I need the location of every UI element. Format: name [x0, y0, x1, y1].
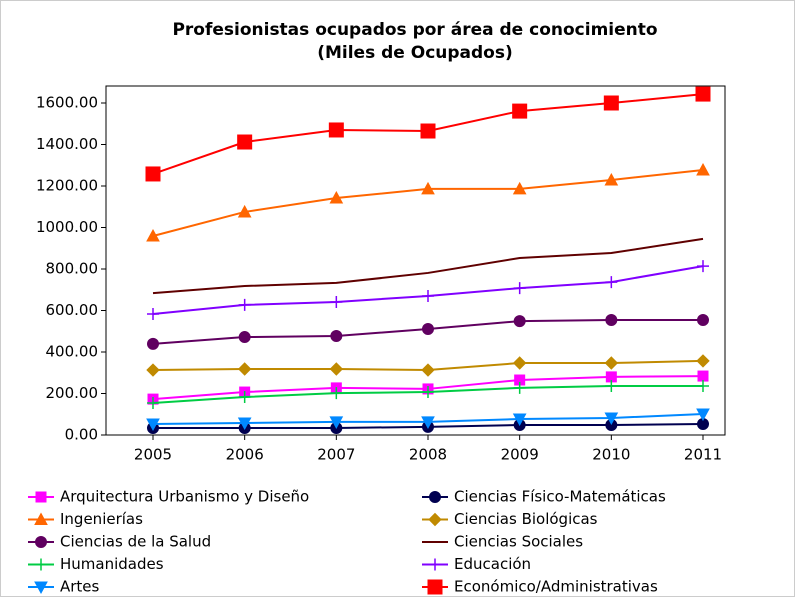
marker: [605, 380, 618, 393]
marker: [421, 181, 435, 195]
marker: [330, 295, 343, 308]
y-tick-label: 200.00: [46, 384, 99, 402]
marker: [697, 260, 709, 273]
marker: [696, 408, 710, 422]
legend-label: Ingenierías: [60, 510, 143, 528]
marker: [429, 558, 441, 571]
marker: [237, 417, 252, 431]
plot-frame: [105, 85, 726, 436]
marker: [697, 314, 709, 327]
marker: [329, 190, 344, 204]
marker: [35, 491, 47, 503]
x-tick-label: 2011: [684, 446, 722, 464]
marker: [329, 416, 344, 429]
y-tick-label: 1400.00: [36, 135, 98, 153]
marker: [328, 122, 344, 138]
marker: [428, 512, 442, 527]
marker: [237, 134, 253, 150]
legend-label: Ciencias Físico-Matemáticas: [454, 488, 666, 506]
marker: [146, 363, 160, 377]
y-tick-label: 600.00: [46, 301, 99, 319]
legend-label: Ciencias de la Salud: [60, 533, 211, 551]
chart-title: Profesionistas ocupados por área de cono…: [172, 20, 657, 40]
marker: [147, 308, 159, 321]
legend-label: Educación: [454, 555, 531, 573]
marker: [605, 314, 618, 327]
marker: [512, 356, 527, 370]
legend-label: Arquitectura Urbanismo y Diseño: [60, 488, 309, 506]
marker: [330, 387, 343, 400]
x-tick-label: 2009: [501, 446, 539, 464]
marker: [512, 413, 527, 427]
y-tick-label: 400.00: [46, 343, 99, 361]
marker: [329, 362, 344, 376]
marker: [513, 315, 526, 328]
legend-label: Artes: [60, 578, 100, 596]
x-tick-label: 2005: [134, 446, 172, 464]
marker: [147, 337, 159, 350]
legend-label: Económico/Administrativas: [454, 578, 658, 596]
marker: [237, 204, 252, 218]
marker: [603, 95, 619, 111]
y-tick-label: 0.00: [65, 426, 98, 444]
marker: [145, 166, 161, 182]
marker: [512, 103, 528, 119]
chart-subtitle: (Miles de Ocupados): [317, 43, 513, 63]
marker: [513, 381, 526, 394]
marker: [238, 391, 251, 404]
marker: [604, 356, 619, 370]
marker: [35, 558, 47, 571]
x-tick-label: 2007: [317, 446, 355, 464]
marker: [421, 416, 435, 429]
marker: [429, 491, 441, 503]
marker: [420, 123, 436, 139]
marker: [697, 380, 709, 393]
legend-label: Ciencias Biológicas: [454, 510, 598, 528]
marker: [238, 298, 251, 311]
marker: [422, 322, 434, 335]
marker: [330, 330, 343, 343]
marker: [697, 370, 709, 382]
x-tick-label: 2006: [226, 446, 264, 464]
marker: [35, 536, 47, 548]
marker: [427, 579, 443, 595]
y-tick-label: 800.00: [46, 260, 99, 278]
marker: [422, 386, 434, 399]
y-tick-label: 1000.00: [36, 218, 98, 236]
marker: [421, 363, 435, 377]
x-tick-label: 2008: [409, 446, 447, 464]
marker: [696, 162, 710, 176]
series-line: [152, 237, 704, 295]
marker: [237, 362, 252, 376]
y-tick-label: 1200.00: [36, 177, 98, 195]
legend-label: Humanidades: [60, 555, 164, 573]
legend-label: Ciencias Sociales: [454, 533, 583, 551]
y-tick-label: 1600.00: [36, 94, 98, 112]
marker: [512, 181, 527, 195]
marker: [146, 228, 160, 242]
marker: [604, 412, 619, 426]
marker: [695, 86, 711, 102]
marker: [513, 282, 526, 295]
marker: [146, 418, 160, 432]
marker: [696, 354, 710, 368]
marker: [422, 289, 434, 302]
marker: [604, 172, 619, 186]
marker: [34, 512, 48, 525]
marker: [605, 276, 618, 289]
marker: [147, 397, 159, 410]
x-tick-label: 2010: [592, 446, 630, 464]
marker: [238, 331, 251, 344]
marker: [34, 581, 48, 595]
